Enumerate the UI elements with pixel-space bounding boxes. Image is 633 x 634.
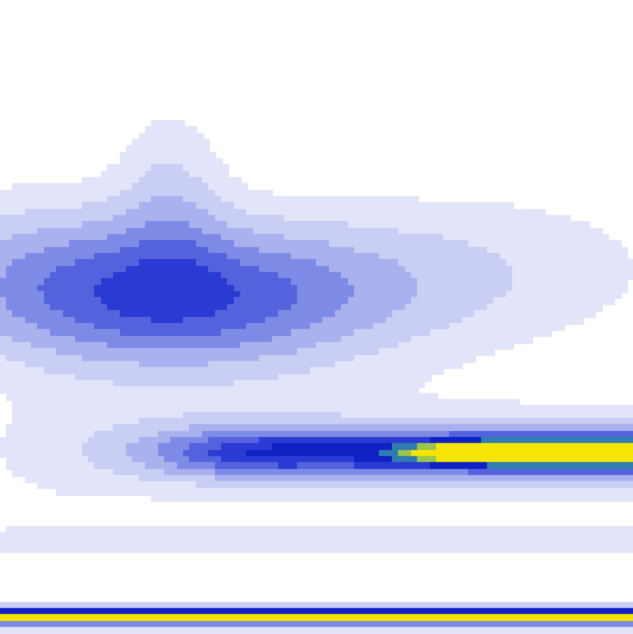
contour-plot bbox=[0, 0, 633, 634]
